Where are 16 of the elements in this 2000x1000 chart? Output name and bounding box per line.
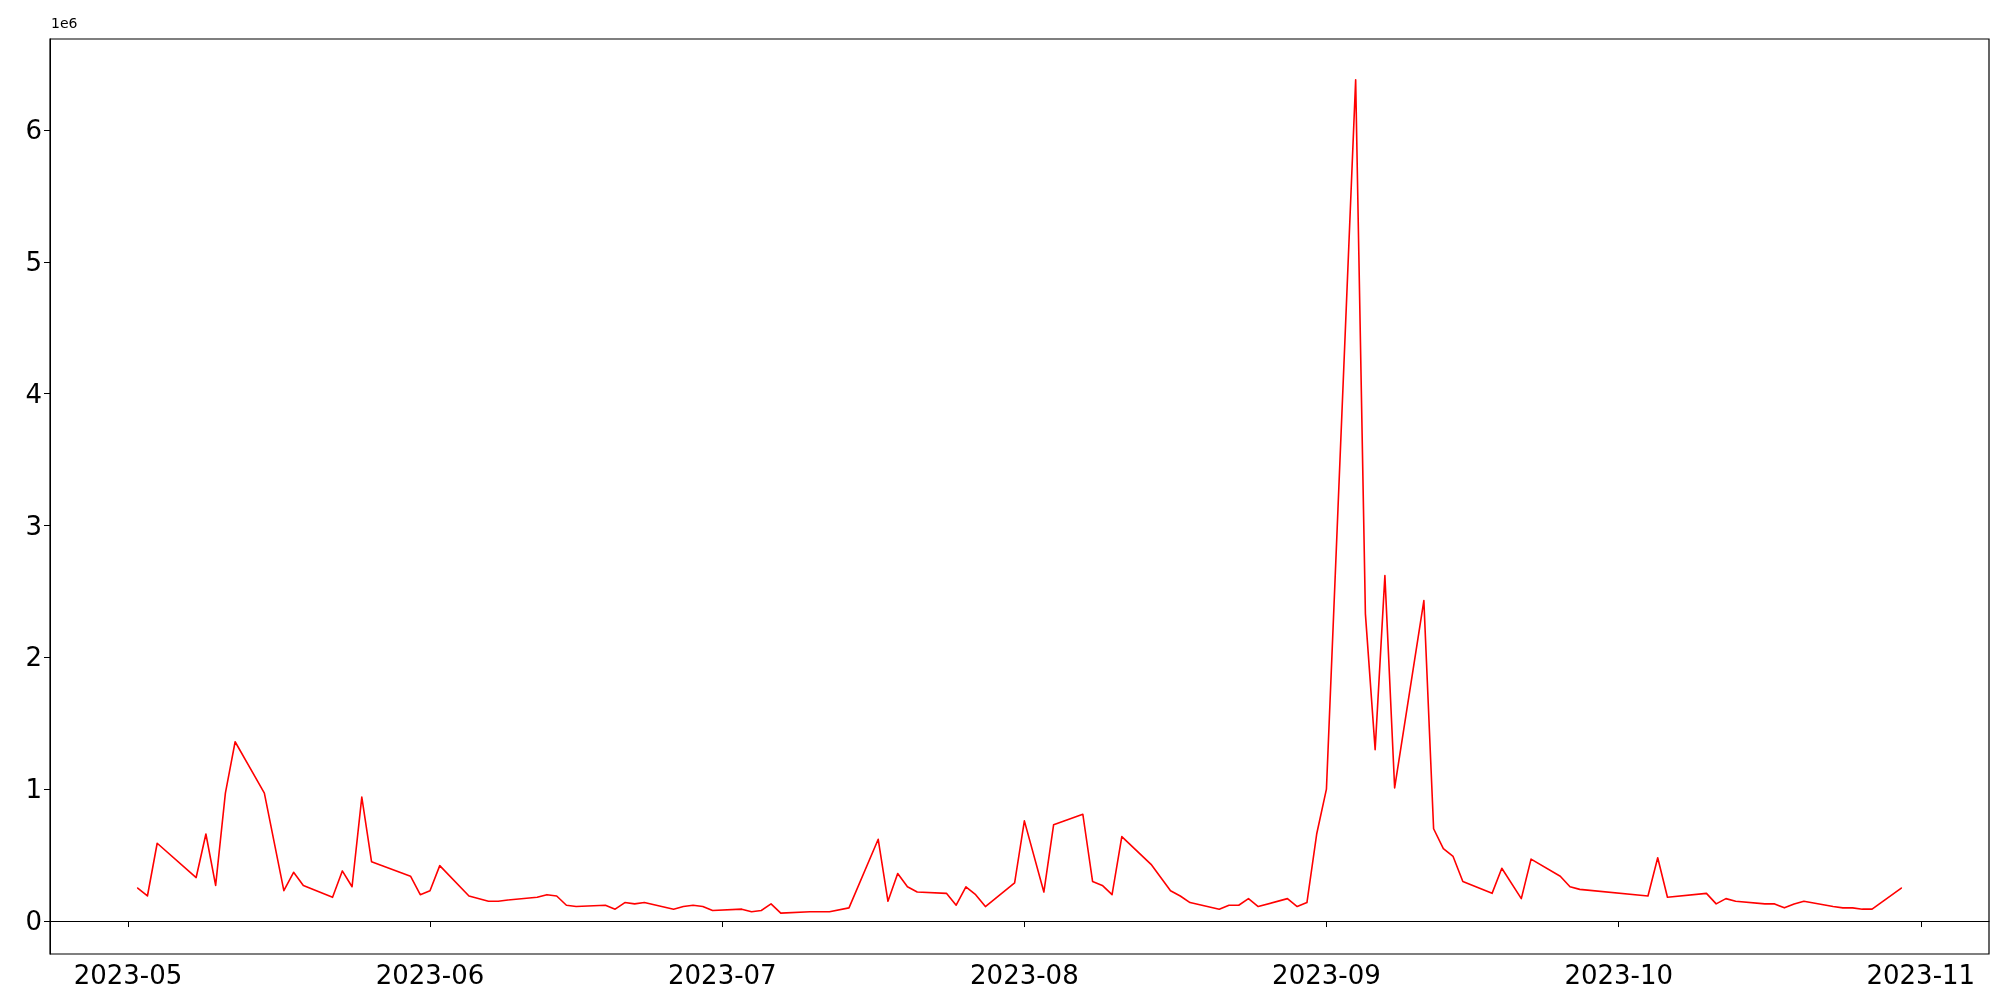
x-tick-label: 2023-10: [1564, 960, 1674, 990]
y-tick-label: 2: [25, 642, 42, 673]
line-series: [136, 79, 1903, 914]
y-tick-label: 0: [25, 906, 42, 937]
x-tick-label: 2023-08: [970, 960, 1079, 990]
x-tick-label: 2023-05: [73, 960, 183, 990]
text: 1e6: [51, 15, 78, 31]
x-tick-label: 2023-06: [375, 960, 485, 990]
x-tick-label: 2023-09: [1272, 960, 1381, 990]
y-tick-label: 6: [25, 114, 42, 145]
x-tick-label: 2023-11: [1866, 960, 1976, 990]
y-tick-label: 3: [25, 510, 42, 541]
y-tick-label: 4: [25, 378, 42, 409]
y-tick-label: 1: [25, 774, 42, 805]
y-tick-label: 5: [25, 246, 42, 277]
x-tick-label: 2023-07: [668, 960, 777, 990]
